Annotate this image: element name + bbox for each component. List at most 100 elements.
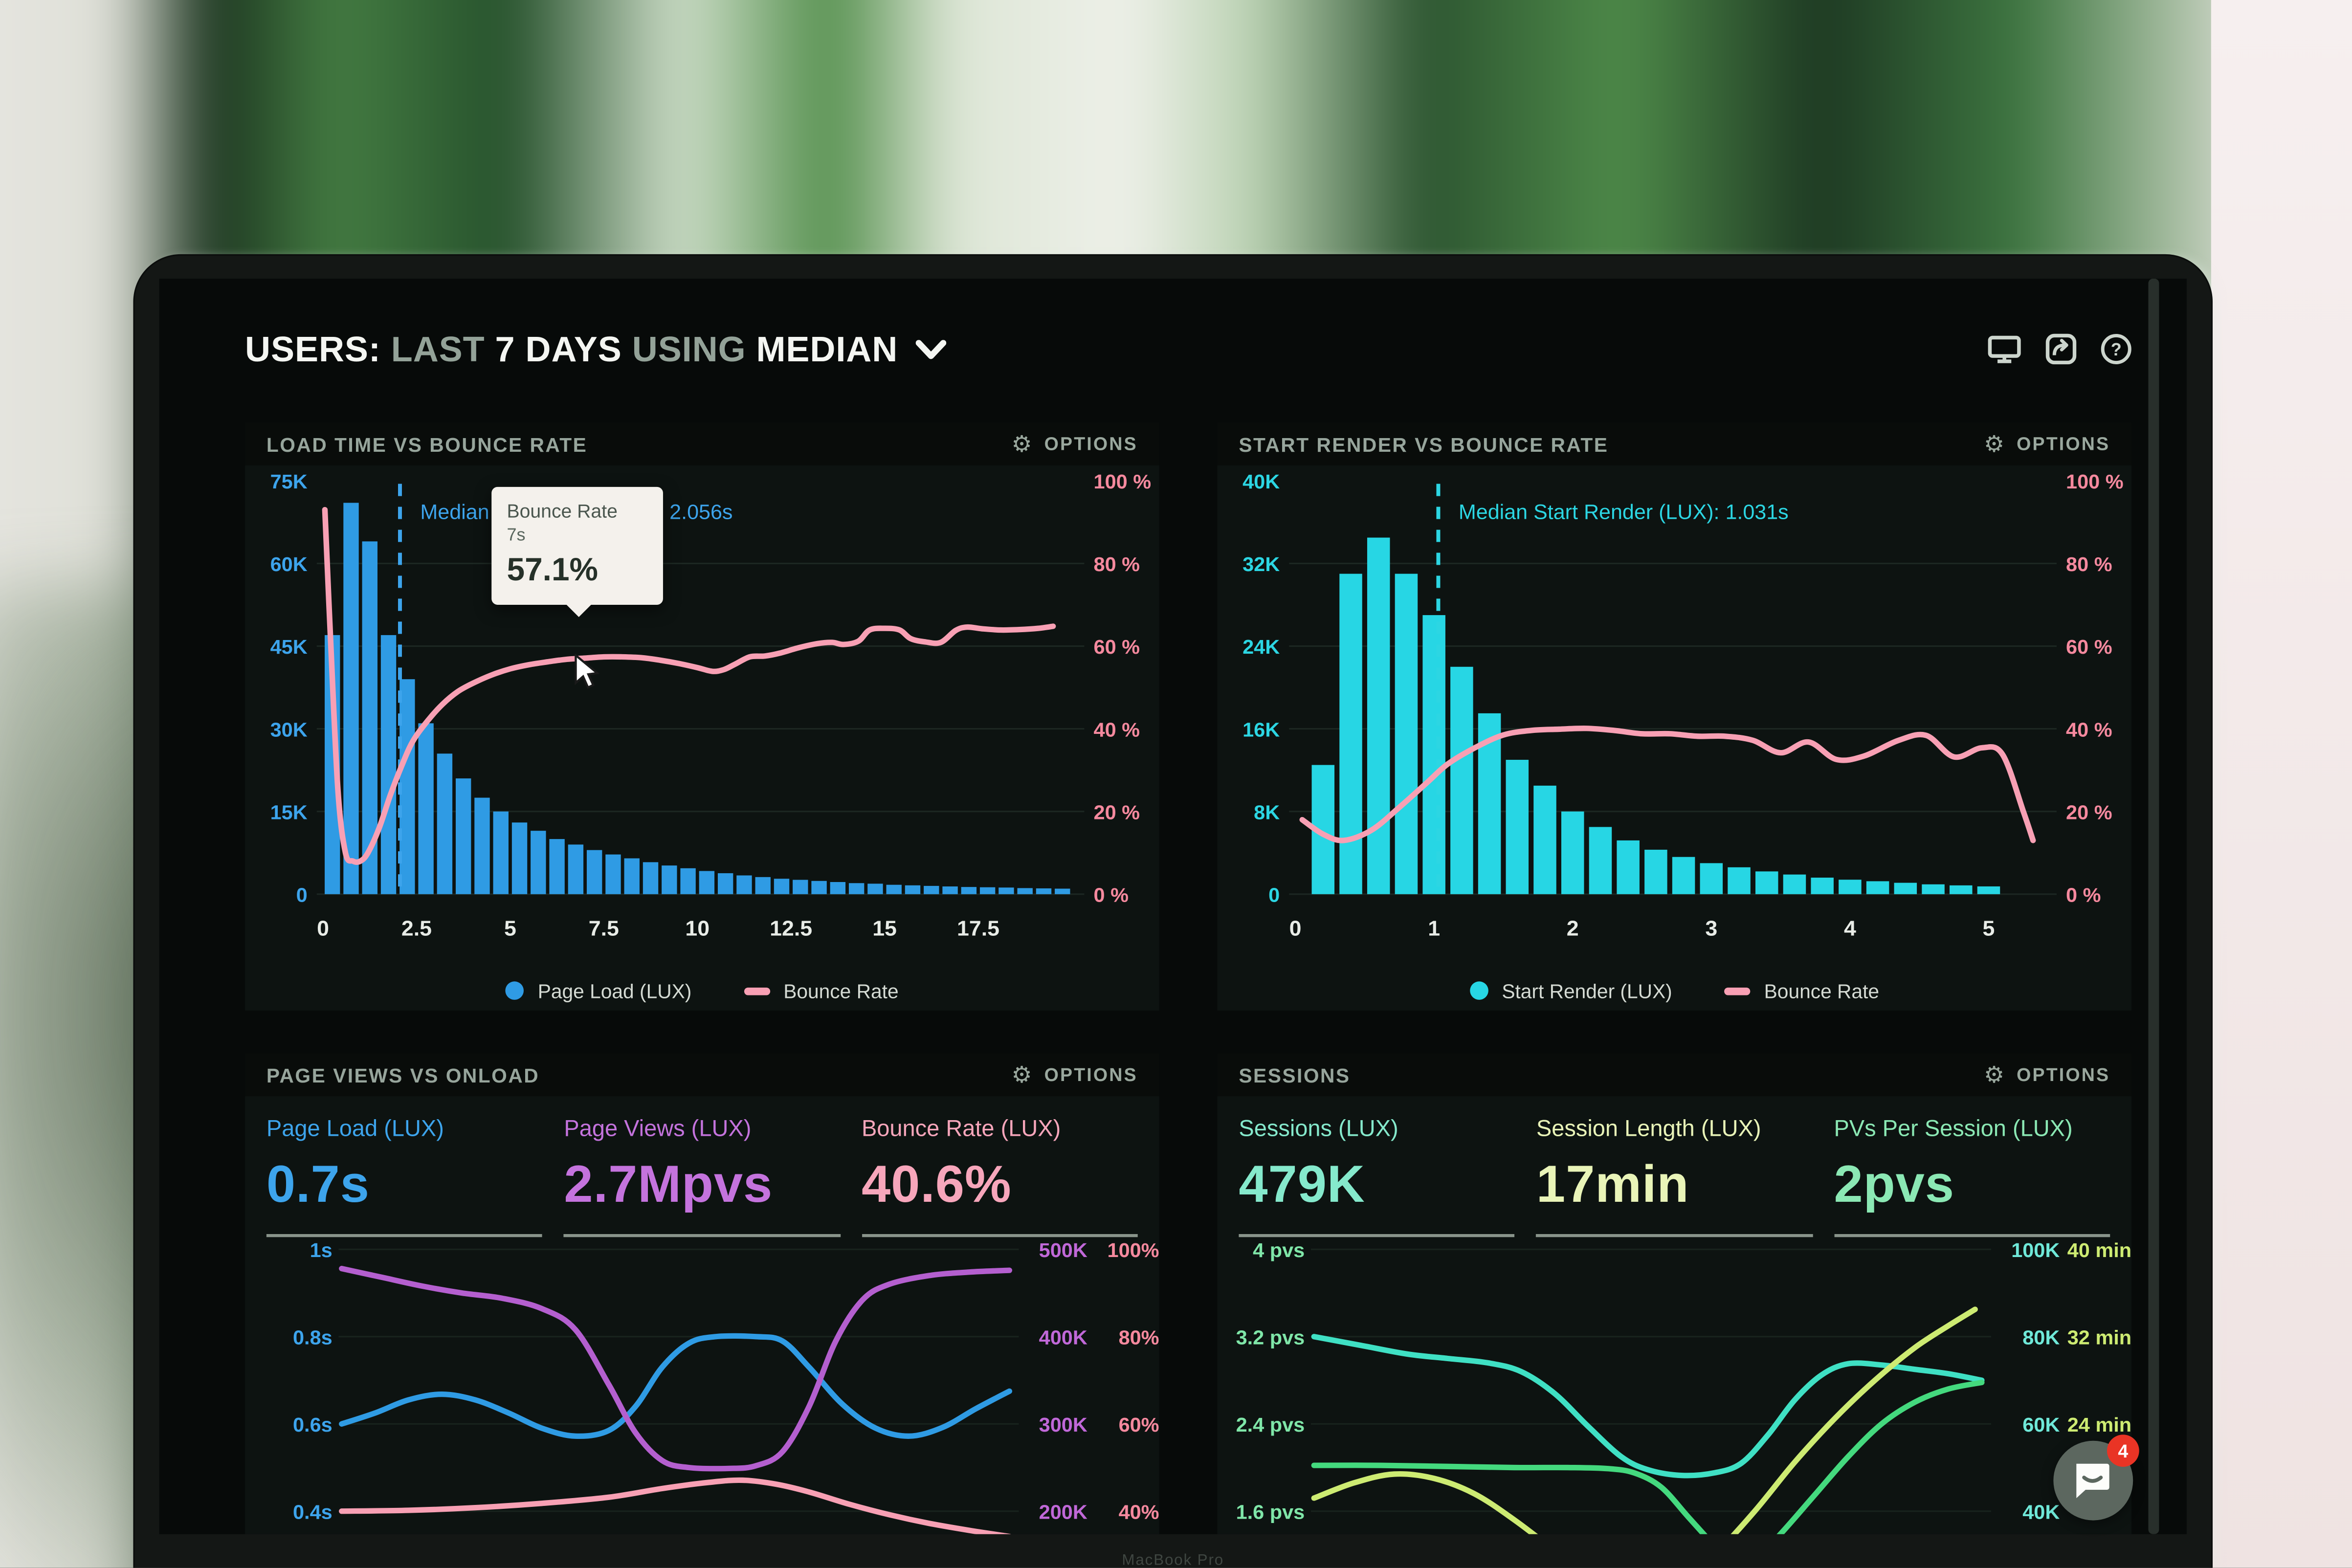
- gear-icon: ⚙: [1011, 1060, 1034, 1088]
- svg-text:60K: 60K: [2022, 1413, 2060, 1436]
- svg-text:60%: 60%: [1119, 1413, 1159, 1436]
- svg-text:32K: 32K: [1243, 553, 1280, 575]
- svg-text:40 min: 40 min: [2067, 1240, 2131, 1261]
- title-part: USING: [621, 328, 746, 369]
- chat-unread-badge: 4: [2107, 1435, 2139, 1467]
- metric-page-load: Page Load (LUX) 0.7s: [266, 1116, 543, 1237]
- metric-pvs-per-session: PVs Per Session (LUX) 2pvs: [1834, 1116, 2110, 1237]
- options-button[interactable]: ⚙ OPTIONS: [1011, 429, 1138, 457]
- panel-title: SESSIONS: [1239, 1063, 1351, 1086]
- panel-load-time-vs-bounce-rate: LOAD TIME VS BOUNCE RATE ⚙ OPTIONS 75K 10…: [245, 422, 1159, 1011]
- metric-label: Session Length (LUX): [1536, 1116, 1761, 1143]
- svg-text:3: 3: [1705, 917, 1717, 941]
- tooltip-subtitle: 7s: [507, 526, 526, 545]
- panel-sessions: SESSIONS ⚙ OPTIONS Sessions (LUX) 479K: [1217, 1053, 2132, 1534]
- svg-text:400K: 400K: [1039, 1326, 1087, 1349]
- metric-value: 40.6%: [861, 1156, 1012, 1215]
- legend-label: Bounce Rate: [1764, 979, 1880, 1002]
- tooltip-title: Bounce Rate: [507, 500, 618, 522]
- start-render-chart[interactable]: 40K 100 % 32K 80 % 24K 60 % 16K 40 % 8K 20 % 0 0 % 0…: [1218, 465, 2132, 971]
- svg-text:300K: 300K: [1039, 1413, 1087, 1436]
- svg-text:24K: 24K: [1243, 636, 1280, 659]
- page-title[interactable]: USERS: LAST 7 DAYS USING MEDIAN: [245, 329, 947, 370]
- options-label: OPTIONS: [2017, 1064, 2110, 1086]
- options-label: OPTIONS: [2017, 433, 2110, 455]
- legend-label: Page Load (LUX): [537, 979, 692, 1002]
- options-button[interactable]: ⚙ OPTIONS: [1011, 1060, 1137, 1088]
- panel-grid: LOAD TIME VS BOUNCE RATE ⚙ OPTIONS 75K 10…: [245, 422, 2132, 1534]
- chevron-down-icon[interactable]: [916, 339, 947, 359]
- legend-bounce-rate[interactable]: Bounce Rate: [743, 979, 899, 1002]
- svg-text:80K: 80K: [2022, 1326, 2060, 1349]
- svg-text:5: 5: [504, 917, 516, 941]
- title-part: MEDIAN: [746, 328, 898, 369]
- svg-text:5: 5: [1983, 917, 1995, 941]
- metric-value: 2.7Mpvs: [564, 1156, 773, 1215]
- svg-text:0.4s: 0.4s: [293, 1501, 333, 1524]
- svg-text:100%: 100%: [1108, 1240, 1159, 1261]
- metric-value: 2pvs: [1834, 1156, 1954, 1215]
- chat-launcher[interactable]: 4: [2053, 1435, 2139, 1521]
- svg-text:0: 0: [1289, 917, 1302, 941]
- svg-text:?: ?: [2111, 339, 2122, 359]
- load-time-chart[interactable]: 75K 100 % 60K 80 % 45K 60 % 30K 40 % 15K 20 % 0 0 %…: [245, 465, 1159, 971]
- svg-text:3.2 pvs: 3.2 pvs: [1236, 1326, 1305, 1349]
- svg-text:45K: 45K: [270, 636, 308, 659]
- legend-line-icon: [1724, 987, 1751, 994]
- metric-value: 479K: [1239, 1156, 1365, 1215]
- options-button[interactable]: ⚙ OPTIONS: [1983, 429, 2110, 457]
- legend-line-icon: [743, 987, 770, 994]
- svg-text:0 %: 0 %: [2066, 884, 2101, 906]
- header-icon-group: ?: [1988, 333, 2131, 365]
- laptop-brand-text: MacBook Pro: [1122, 1552, 1224, 1568]
- svg-text:15K: 15K: [270, 801, 308, 824]
- svg-text:15: 15: [872, 917, 897, 941]
- metric-page-views: Page Views (LUX) 2.7Mpvs: [564, 1116, 841, 1237]
- metric-label: Sessions (LUX): [1239, 1116, 1398, 1143]
- panel-header: PAGE VIEWS VS ONLOAD ⚙ OPTIONS: [245, 1053, 1159, 1097]
- metric-label: PVs Per Session (LUX): [1834, 1116, 2073, 1143]
- title-part: USERS:: [245, 328, 381, 369]
- sessions-chart[interactable]: 4 pvs 100K 40 min 3.2 pvs 80K 32 min 2.4 pvs 60…: [1218, 1240, 2131, 1534]
- svg-text:80 %: 80 %: [2066, 553, 2112, 575]
- svg-text:40K: 40K: [1243, 470, 1280, 493]
- svg-text:2.4 pvs: 2.4 pvs: [1236, 1413, 1305, 1436]
- panel-title: PAGE VIEWS VS ONLOAD: [266, 1063, 540, 1086]
- tooltip-value: 57.1%: [507, 552, 599, 588]
- svg-text:32 min: 32 min: [2067, 1326, 2131, 1349]
- svg-text:40 %: 40 %: [2066, 719, 2112, 741]
- page-views-onload-chart[interactable]: 1s 500K 100% 0.8s 400K 80% 0.6s 300K 60% 0.4s 200K…: [245, 1240, 1159, 1534]
- legend-dot-icon: [505, 981, 524, 1000]
- panel-page-views-vs-onload: PAGE VIEWS VS ONLOAD ⚙ OPTIONS Page Load…: [245, 1053, 1159, 1534]
- metric-label: Bounce Rate (LUX): [861, 1116, 1061, 1143]
- help-icon[interactable]: ?: [2101, 333, 2131, 365]
- svg-text:1.6 pvs: 1.6 pvs: [1236, 1501, 1305, 1524]
- scrollbar[interactable]: [2148, 278, 2159, 1534]
- gear-icon: ⚙: [1011, 429, 1034, 457]
- svg-text:60 %: 60 %: [1094, 636, 1140, 659]
- legend-bounce-rate[interactable]: Bounce Rate: [1724, 979, 1879, 1002]
- gear-icon: ⚙: [1983, 429, 2006, 457]
- svg-text:100K: 100K: [2011, 1240, 2060, 1261]
- svg-text:60K: 60K: [270, 553, 308, 575]
- legend-start-render[interactable]: Start Render (LUX): [1469, 979, 1672, 1002]
- svg-text:8K: 8K: [1254, 801, 1280, 824]
- metric-session-length: Session Length (LUX) 17min: [1536, 1116, 1813, 1237]
- share-icon[interactable]: [2045, 333, 2077, 365]
- dashboard: USERS: LAST 7 DAYS USING MEDIAN: [159, 278, 2187, 1534]
- svg-text:100 %: 100 %: [2066, 470, 2124, 493]
- metric-sessions: Sessions (LUX) 479K: [1239, 1116, 1515, 1237]
- svg-text:100 %: 100 %: [1094, 470, 1152, 493]
- svg-text:12.5: 12.5: [770, 917, 812, 941]
- chart-tooltip: Bounce Rate 7s 57.1%: [491, 486, 663, 617]
- panel-header: LOAD TIME VS BOUNCE RATE ⚙ OPTIONS: [245, 422, 1159, 465]
- display-icon[interactable]: [1988, 334, 2021, 363]
- legend-page-load[interactable]: Page Load (LUX): [505, 979, 692, 1002]
- panel-start-render-vs-bounce-rate: START RENDER VS BOUNCE RATE ⚙ OPTIONS 40…: [1217, 422, 2132, 1011]
- options-label: OPTIONS: [1044, 433, 1138, 455]
- options-button[interactable]: ⚙ OPTIONS: [1984, 1062, 2110, 1086]
- metric-label: Page Views (LUX): [564, 1116, 752, 1143]
- metric-value: 0.7s: [266, 1156, 370, 1215]
